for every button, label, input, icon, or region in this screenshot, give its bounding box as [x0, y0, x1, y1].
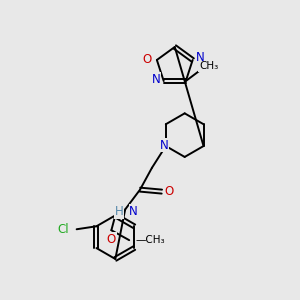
Text: N: N — [129, 205, 138, 218]
Text: N: N — [159, 139, 168, 152]
Text: —CH₃: —CH₃ — [135, 235, 165, 245]
Text: CH₃: CH₃ — [199, 61, 218, 71]
Text: H: H — [114, 205, 123, 218]
Text: N: N — [196, 52, 204, 64]
Text: O: O — [143, 53, 152, 67]
Text: O: O — [107, 233, 116, 246]
Text: O: O — [164, 185, 173, 198]
Text: Cl: Cl — [57, 223, 69, 236]
Text: N: N — [152, 73, 161, 85]
